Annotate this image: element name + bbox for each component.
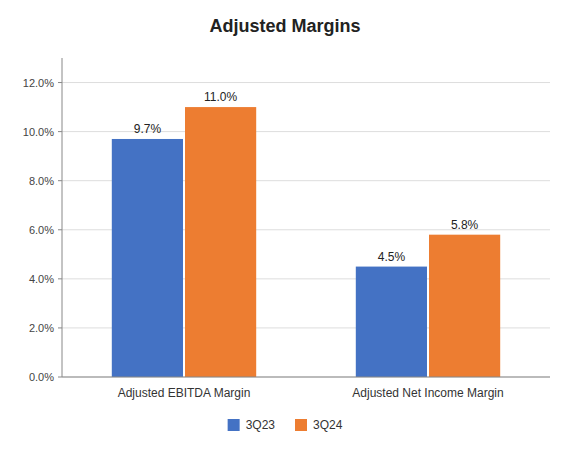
category-label: Adjusted EBITDA Margin xyxy=(118,386,251,400)
axis-line xyxy=(62,58,63,377)
legend-item: 3Q24 xyxy=(295,418,343,432)
tick-label: 6.0% xyxy=(29,224,54,236)
grid-line xyxy=(62,377,550,378)
tick-mark xyxy=(58,82,62,83)
data-labels: 9.7% 4.5% 11.0% 5.8% xyxy=(134,90,479,264)
tick-mark xyxy=(58,278,62,279)
x-axis: Adjusted EBITDA Margin Adjusted Net Incom… xyxy=(62,377,550,400)
legend-swatch xyxy=(295,419,307,431)
bar xyxy=(429,235,500,377)
legend-label: 3Q23 xyxy=(246,418,276,432)
tick-label: 10.0% xyxy=(23,126,54,138)
tick-mark xyxy=(58,131,62,132)
tick-label: 12.0% xyxy=(23,77,54,89)
y-axis: 0.0% 2.0% 4.0% 6.0% 8.0% 10.0% 12.0% xyxy=(23,58,550,383)
grid-line xyxy=(62,82,550,83)
data-label: 5.8% xyxy=(451,218,479,232)
tick-label: 2.0% xyxy=(29,322,54,334)
tick-mark xyxy=(58,180,62,181)
category-label: Adjusted Net Income Margin xyxy=(352,386,503,400)
title: Adjusted Margins xyxy=(209,16,360,36)
legend-item: 3Q23 xyxy=(228,418,276,432)
tick-mark xyxy=(58,229,62,230)
tick-label: 8.0% xyxy=(29,175,54,187)
legend-label: 3Q24 xyxy=(313,418,343,432)
tick-label: 0.0% xyxy=(29,371,54,383)
bars xyxy=(112,107,500,377)
bar xyxy=(185,107,256,377)
chart: Adjusted Margins 0.0% 2.0% 4.0% 6.0% 8.0% 10.0… xyxy=(0,0,570,459)
bar xyxy=(112,139,183,377)
tick-mark xyxy=(58,327,62,328)
legend: 3Q23 3Q24 xyxy=(228,418,343,432)
axis-line xyxy=(62,377,550,378)
tick-mark xyxy=(58,377,62,378)
page: {"chart_data": {"type": "bar", "title": … xyxy=(0,0,570,459)
tick-label: 4.0% xyxy=(29,273,54,285)
data-label: 4.5% xyxy=(378,250,406,264)
bar xyxy=(356,267,427,377)
data-label: 11.0% xyxy=(204,90,237,104)
data-label: 9.7% xyxy=(134,122,162,136)
legend-swatch xyxy=(228,419,240,431)
